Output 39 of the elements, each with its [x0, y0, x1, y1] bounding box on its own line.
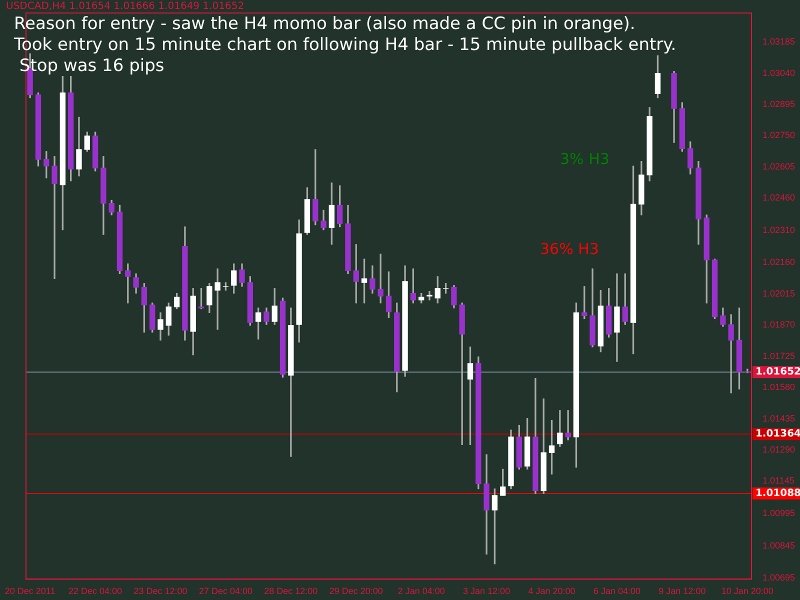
y-tick-label: 1.00845 — [762, 540, 796, 550]
annotation: 3% H3 — [560, 150, 610, 168]
x-tick-label: 28 Dec 12:00 — [264, 586, 318, 596]
y-tick-label: 1.01290 — [762, 444, 796, 455]
y-tick-label: 1.03040 — [762, 68, 796, 78]
y-tick-label: 1.01145 — [762, 476, 794, 486]
y-tick-label: 1.02015 — [762, 288, 796, 298]
y-tick-label: 1.00695 — [762, 572, 796, 583]
text: USDCAD,H4 1.01654 1.01666 1.01649 1.01652 — [6, 1, 244, 12]
y-tick-label: 1.02750 — [762, 130, 796, 140]
candlestick — [52, 156, 58, 279]
x-tick-label: 27 Dec 04:00 — [198, 586, 252, 596]
y-tick-label: 1.02460 — [762, 192, 796, 203]
y-tick-label: 1.02895 — [762, 98, 796, 109]
ref-line-label: 1.01652 — [755, 366, 800, 378]
candlestick — [426, 291, 432, 300]
candlestick — [565, 410, 571, 440]
x-tick-label: 23 Dec 12:00 — [134, 586, 188, 596]
candlestick — [214, 268, 220, 330]
x-tick-label: 4 Jan 20:00 — [528, 586, 576, 596]
x-tick-label: 6 Jan 04:00 — [593, 586, 640, 596]
x-tick-label: 29 Dec 20:00 — [329, 586, 383, 596]
y-tick-label: 1.02310 — [762, 224, 796, 235]
x-tick-label: 10 Jan 20:00 — [721, 586, 774, 596]
ref-line-label: 1.01088 — [755, 488, 800, 500]
x-tick-label: 20 Dec 2011 — [4, 586, 56, 596]
y-tick-label: 1.02605 — [762, 161, 796, 172]
y-tick-label: 1.01725 — [762, 350, 796, 361]
x-tick-label: 3 Jan 12:00 — [463, 586, 510, 596]
y-tick-label: 1.03185 — [762, 36, 796, 47]
x-tick-label: 2 Jan 04:00 — [398, 586, 445, 596]
annotation: 36% H3 — [540, 240, 599, 258]
x-tick-label: 22 Dec 04:00 — [68, 586, 122, 596]
y-tick-label: 1.01580 — [762, 382, 796, 392]
y-tick-label: 1.02160 — [762, 257, 796, 268]
y-tick-label: 1.00995 — [762, 508, 796, 518]
x-tick-label: 9 Jan 12:00 — [658, 586, 706, 596]
y-tick-label: 1.01435 — [762, 413, 796, 424]
y-tick-label: 1.01870 — [762, 320, 796, 330]
